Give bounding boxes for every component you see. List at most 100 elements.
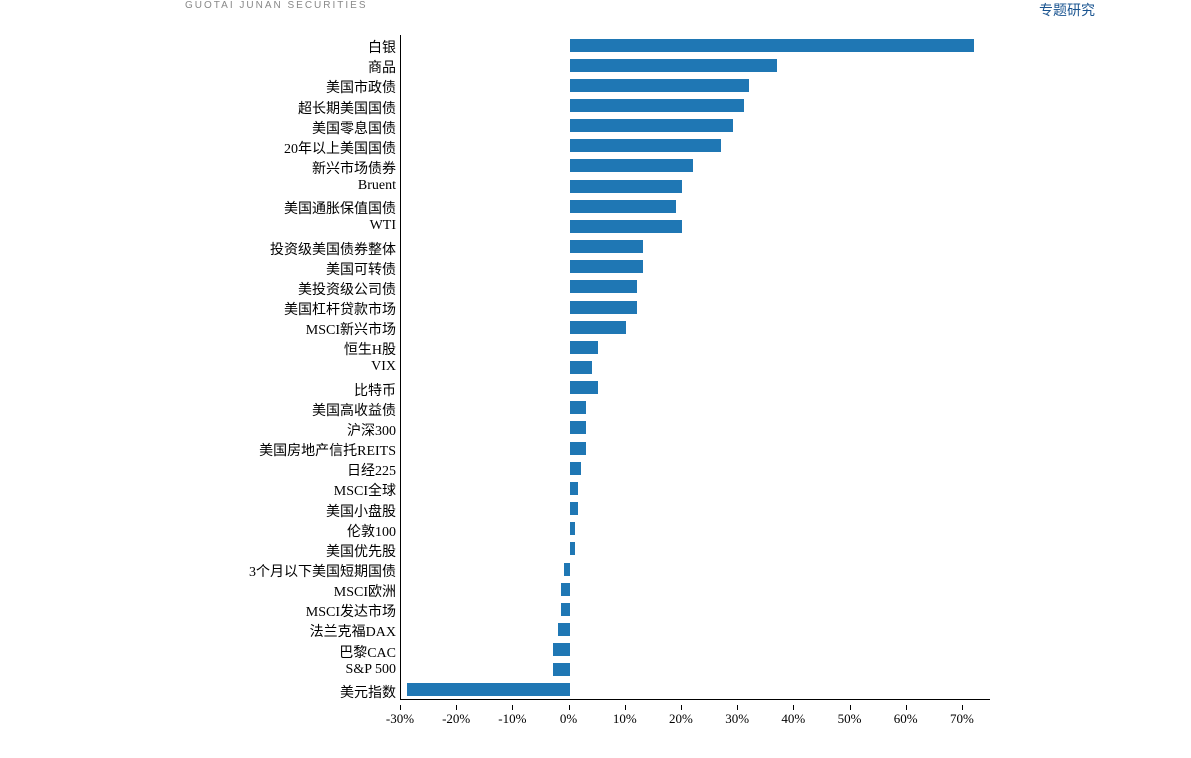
bar-row: MSCI欧洲: [401, 579, 991, 599]
x-tick-label: -10%: [498, 711, 526, 727]
x-tick: [906, 705, 907, 710]
plot-area: 白银商品美国市政债超长期美国国债美国零息国债20年以上美国国债新兴市场债券Bru…: [400, 35, 990, 700]
bar-row: 20年以上美国国债: [401, 136, 991, 156]
bar-row: S&P 500: [401, 660, 991, 680]
header-topic: 专题研究: [1039, 0, 1095, 20]
bar: [561, 583, 569, 596]
x-tick-label: 0%: [560, 711, 577, 727]
bar: [553, 663, 570, 676]
bar-row: 美国杠杆贷款市场: [401, 297, 991, 317]
bar: [570, 502, 578, 515]
bar-row: 恒生H股: [401, 337, 991, 357]
bar-row: 美国市政债: [401, 75, 991, 95]
bar: [570, 220, 682, 233]
bar: [570, 59, 778, 72]
bar-label: 美国小盘股: [221, 501, 396, 521]
bar-label: 白银: [221, 37, 396, 57]
x-tick-label: -30%: [386, 711, 414, 727]
bar: [570, 542, 576, 555]
x-tick: [512, 705, 513, 710]
bar-row: MSCI全球: [401, 478, 991, 498]
bar: [570, 442, 587, 455]
bar-label: VIX: [221, 359, 396, 375]
x-tick: [569, 705, 570, 710]
bar: [407, 683, 570, 696]
x-tick: [793, 705, 794, 710]
bar-label: 美国可转债: [221, 259, 396, 279]
x-tick-label: 20%: [669, 711, 693, 727]
x-tick: [456, 705, 457, 710]
bar-label: 20年以上美国国债: [221, 138, 396, 158]
x-tick-label: 30%: [725, 711, 749, 727]
bar-label: 美国零息国债: [221, 118, 396, 138]
bar-row: 美国房地产信托REITS: [401, 438, 991, 458]
bar-row: VIX: [401, 357, 991, 377]
bar: [570, 119, 733, 132]
bar-label: WTI: [221, 218, 396, 234]
bar-row: WTI: [401, 216, 991, 236]
x-tick: [737, 705, 738, 710]
bar: [564, 563, 570, 576]
bar: [570, 301, 637, 314]
bar: [558, 623, 569, 636]
x-tick: [625, 705, 626, 710]
bar-row: 超长期美国国债: [401, 95, 991, 115]
bar-row: MSCI发达市场: [401, 599, 991, 619]
bar: [570, 341, 598, 354]
bar: [570, 401, 587, 414]
x-tick-label: 70%: [950, 711, 974, 727]
bar: [570, 482, 578, 495]
bar: [570, 321, 626, 334]
bar-chart: 白银商品美国市政债超长期美国国债美国零息国债20年以上美国国债新兴市场债券Bru…: [225, 30, 990, 730]
bar-row: 美国高收益债: [401, 398, 991, 418]
bar: [570, 240, 643, 253]
bar-label: 商品: [221, 57, 396, 77]
bar-label: S&P 500: [221, 662, 396, 678]
bar-label: 美国高收益债: [221, 400, 396, 420]
bar-label: 3个月以下美国短期国债: [221, 561, 396, 581]
x-tick-label: 50%: [838, 711, 862, 727]
bar-label: 美元指数: [221, 682, 396, 702]
bar-row: MSCI新兴市场: [401, 317, 991, 337]
header-company: GUOTAI JUNAN SECURITIES: [185, 0, 368, 11]
bar: [570, 159, 694, 172]
bar: [570, 200, 677, 213]
x-tick: [681, 705, 682, 710]
bar-row: 法兰克福DAX: [401, 619, 991, 639]
bar-label: 伦敦100: [221, 521, 396, 541]
bar: [570, 361, 592, 374]
bar-label: 投资级美国债券整体: [221, 239, 396, 259]
bar-row: 沪深300: [401, 418, 991, 438]
x-tick-label: 40%: [781, 711, 805, 727]
bar: [570, 99, 744, 112]
bar-row: 巴黎CAC: [401, 640, 991, 660]
bar-label: MSCI欧洲: [221, 581, 396, 601]
bar-row: 伦敦100: [401, 519, 991, 539]
bar-row: 美元指数: [401, 680, 991, 700]
bar: [570, 260, 643, 273]
bar-label: MSCI新兴市场: [221, 319, 396, 339]
bar-label: 法兰克福DAX: [221, 621, 396, 641]
bar: [561, 603, 569, 616]
bar-label: 恒生H股: [221, 339, 396, 359]
bar-row: 美投资级公司债: [401, 277, 991, 297]
x-tick-label: 10%: [613, 711, 637, 727]
x-axis: -30%-20%-10%0%10%20%30%40%50%60%70%: [400, 705, 990, 730]
bar-label: 比特币: [221, 380, 396, 400]
bar: [570, 280, 637, 293]
bar-row: 3个月以下美国短期国债: [401, 559, 991, 579]
bar-row: 美国通胀保值国债: [401, 196, 991, 216]
bar: [570, 39, 975, 52]
bar-label: 巴黎CAC: [221, 642, 396, 662]
bar-label: 美投资级公司债: [221, 279, 396, 299]
bar-label: 美国通胀保值国债: [221, 198, 396, 218]
bar-label: MSCI发达市场: [221, 601, 396, 621]
bar-row: 新兴市场债券: [401, 156, 991, 176]
bar-label: 美国市政债: [221, 77, 396, 97]
bar-label: MSCI全球: [221, 480, 396, 500]
bar: [570, 462, 581, 475]
bar-label: 美国优先股: [221, 541, 396, 561]
bar-row: 白银: [401, 35, 991, 55]
bar-label: 日经225: [221, 460, 396, 480]
bar-row: Bruent: [401, 176, 991, 196]
